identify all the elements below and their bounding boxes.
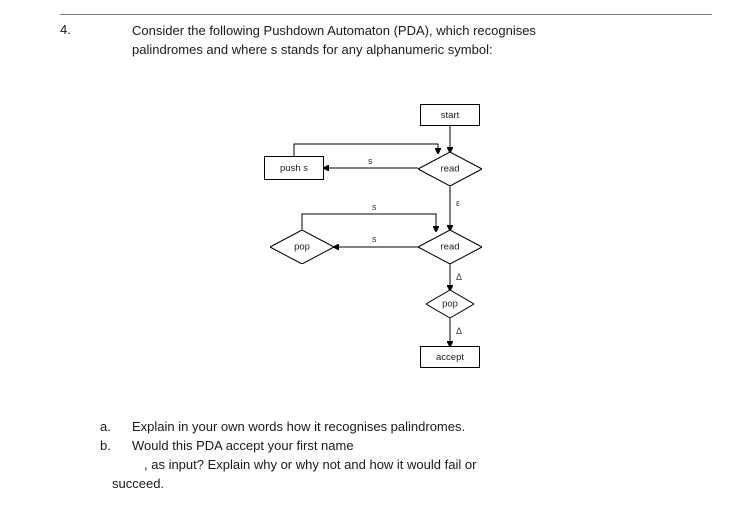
node-push-s: push s — [264, 156, 324, 180]
node-pop-2-label: pop — [442, 299, 458, 310]
edge-label-d2: Δ — [456, 326, 462, 336]
node-read-2: read — [418, 230, 482, 264]
intro-line-2: palindromes and where s stands for any a… — [132, 42, 493, 57]
edge-label-s2: s — [372, 234, 377, 244]
node-push-s-label: push s — [280, 163, 308, 174]
node-accept-label: accept — [436, 352, 464, 363]
sub-questions: a. Explain in your own words how it reco… — [100, 418, 700, 493]
edge-label-d1: Δ — [456, 272, 462, 282]
part-b-line-2: , as input? Explain why or why not and h… — [132, 457, 476, 472]
edge-label-s1: s — [368, 156, 373, 166]
edge-label-eps: ε — [456, 198, 460, 208]
edge-label-s3: s — [372, 202, 377, 212]
question-intro: Consider the following Pushdown Automato… — [132, 22, 690, 60]
part-b-letter: b. — [100, 437, 132, 475]
part-b-continued: succeed. — [80, 475, 700, 494]
part-b-line-1: Would this PDA accept your first name — [132, 438, 354, 453]
node-pop-1: pop — [270, 230, 334, 264]
part-a-text: Explain in your own words how it recogni… — [132, 418, 700, 437]
pda-flowchart: start read push s read pop pop accept — [220, 90, 580, 400]
node-start-label: start — [441, 110, 459, 121]
node-accept: accept — [420, 346, 480, 368]
question-number: 4. — [60, 22, 71, 37]
part-a: a. Explain in your own words how it reco… — [100, 418, 700, 437]
part-b: b. Would this PDA accept your first name… — [100, 437, 700, 475]
node-read-1: read — [418, 152, 482, 186]
part-b-line-3: succeed. — [112, 475, 700, 494]
part-b-text: Would this PDA accept your first name , … — [132, 437, 700, 475]
node-pop-1-label: pop — [294, 242, 310, 253]
node-pop-2: pop — [426, 290, 474, 318]
intro-line-1: Consider the following Pushdown Automato… — [132, 23, 536, 38]
node-read-1-label: read — [440, 164, 459, 175]
node-start: start — [420, 104, 480, 126]
node-read-2-label: read — [440, 242, 459, 253]
part-a-letter: a. — [100, 418, 132, 437]
top-rule — [60, 14, 712, 15]
